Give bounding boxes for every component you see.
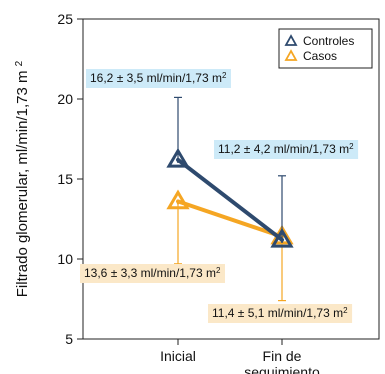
legend-marker xyxy=(284,34,298,46)
annotation-text: 13,6 ± 3,3 ml/min/1,73 m2 xyxy=(84,266,221,281)
legend-box xyxy=(278,28,373,69)
value-annotation: 13,6 ± 3,3 ml/min/1,73 m2 xyxy=(80,264,225,283)
x-tick-label: Fin de seguimiento xyxy=(244,348,320,374)
y-tick-label: 20 xyxy=(57,91,73,107)
data-point-marker-dot xyxy=(280,240,284,243)
data-point-marker xyxy=(166,147,190,168)
value-annotation: 11,2 ± 4,2 ml/min/1,73 m2 xyxy=(214,140,359,159)
x-tick-label: Inicial xyxy=(160,348,196,364)
data-point-marker xyxy=(270,227,294,248)
legend-label: Controles xyxy=(303,34,354,48)
value-annotation: 11,4 ± 5,1 ml/min/1,73 m2 xyxy=(208,304,353,323)
annotation-box xyxy=(80,264,225,283)
series-group xyxy=(166,96,294,302)
legend-item: Casos xyxy=(284,49,337,63)
annotation-box xyxy=(214,140,359,159)
value-annotation: 16,2 ± 3,5 ml/min/1,73 m2 xyxy=(86,69,231,88)
annotation-text: 11,2 ± 4,2 ml/min/1,73 m2 xyxy=(218,142,354,157)
y-tick-label: 15 xyxy=(57,171,73,187)
legend-marker xyxy=(284,49,298,61)
x-ticks: Inicial Fin de seguimiento xyxy=(160,339,320,374)
data-point-marker xyxy=(166,189,190,210)
series-line xyxy=(176,157,284,242)
annotation-box xyxy=(208,304,353,323)
y-ticks: 5 10 15 20 25 xyxy=(57,11,83,347)
y-tick-label: 5 xyxy=(65,331,73,347)
annotation-box xyxy=(86,69,231,88)
legend-item: Controles xyxy=(284,34,354,48)
legend-label: Casos xyxy=(303,49,337,63)
series-controles xyxy=(166,96,294,248)
data-point-marker-dot xyxy=(176,160,180,163)
annotation-text: 16,2 ± 3,5 ml/min/1,73 m2 xyxy=(90,71,227,86)
annotations: 16,2 ± 3,5 ml/min/1,73 m2 11,2 ± 4,2 ml/m… xyxy=(80,69,359,323)
y-tick-label: 25 xyxy=(57,11,73,27)
y-tick-label: 10 xyxy=(57,251,73,267)
series-line xyxy=(176,199,284,239)
y-axis-label: Filtrado glomerular, ml/min/1,73 m 2 xyxy=(14,60,32,297)
data-point-marker-dot xyxy=(176,202,180,205)
annotation-text: 11,4 ± 5,1 ml/min/1,73 m2 xyxy=(212,306,348,321)
